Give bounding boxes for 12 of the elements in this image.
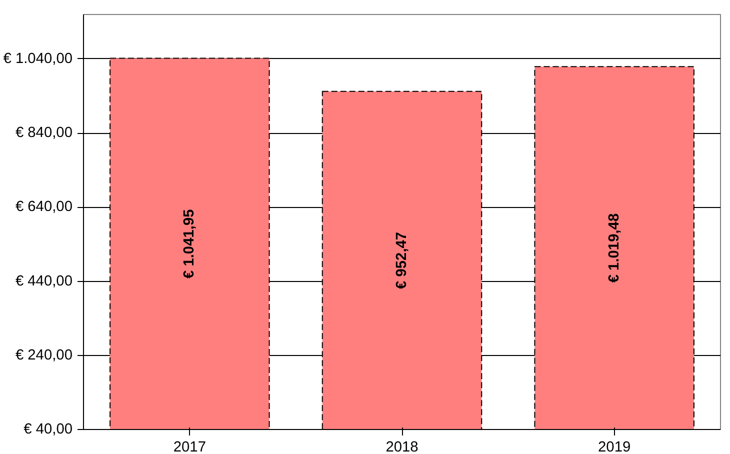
y-tick-label: € 240,00 (15, 347, 73, 364)
y-tick-label: € 640,00 (15, 199, 73, 216)
data-label: € 952,47 (394, 232, 410, 289)
data-label: € 1.019,48 (606, 213, 622, 283)
x-tick-label: 2018 (386, 440, 418, 454)
y-tick-label: € 440,00 (15, 273, 73, 290)
x-tick-label: 2017 (173, 440, 206, 454)
y-tick-label: € 840,00 (15, 125, 73, 142)
x-tick-label: 2019 (598, 440, 631, 454)
data-label: € 1.041,95 (182, 209, 198, 279)
y-tick-label: € 1.040,00 (3, 50, 73, 67)
y-tick-label: € 40,00 (24, 422, 73, 438)
